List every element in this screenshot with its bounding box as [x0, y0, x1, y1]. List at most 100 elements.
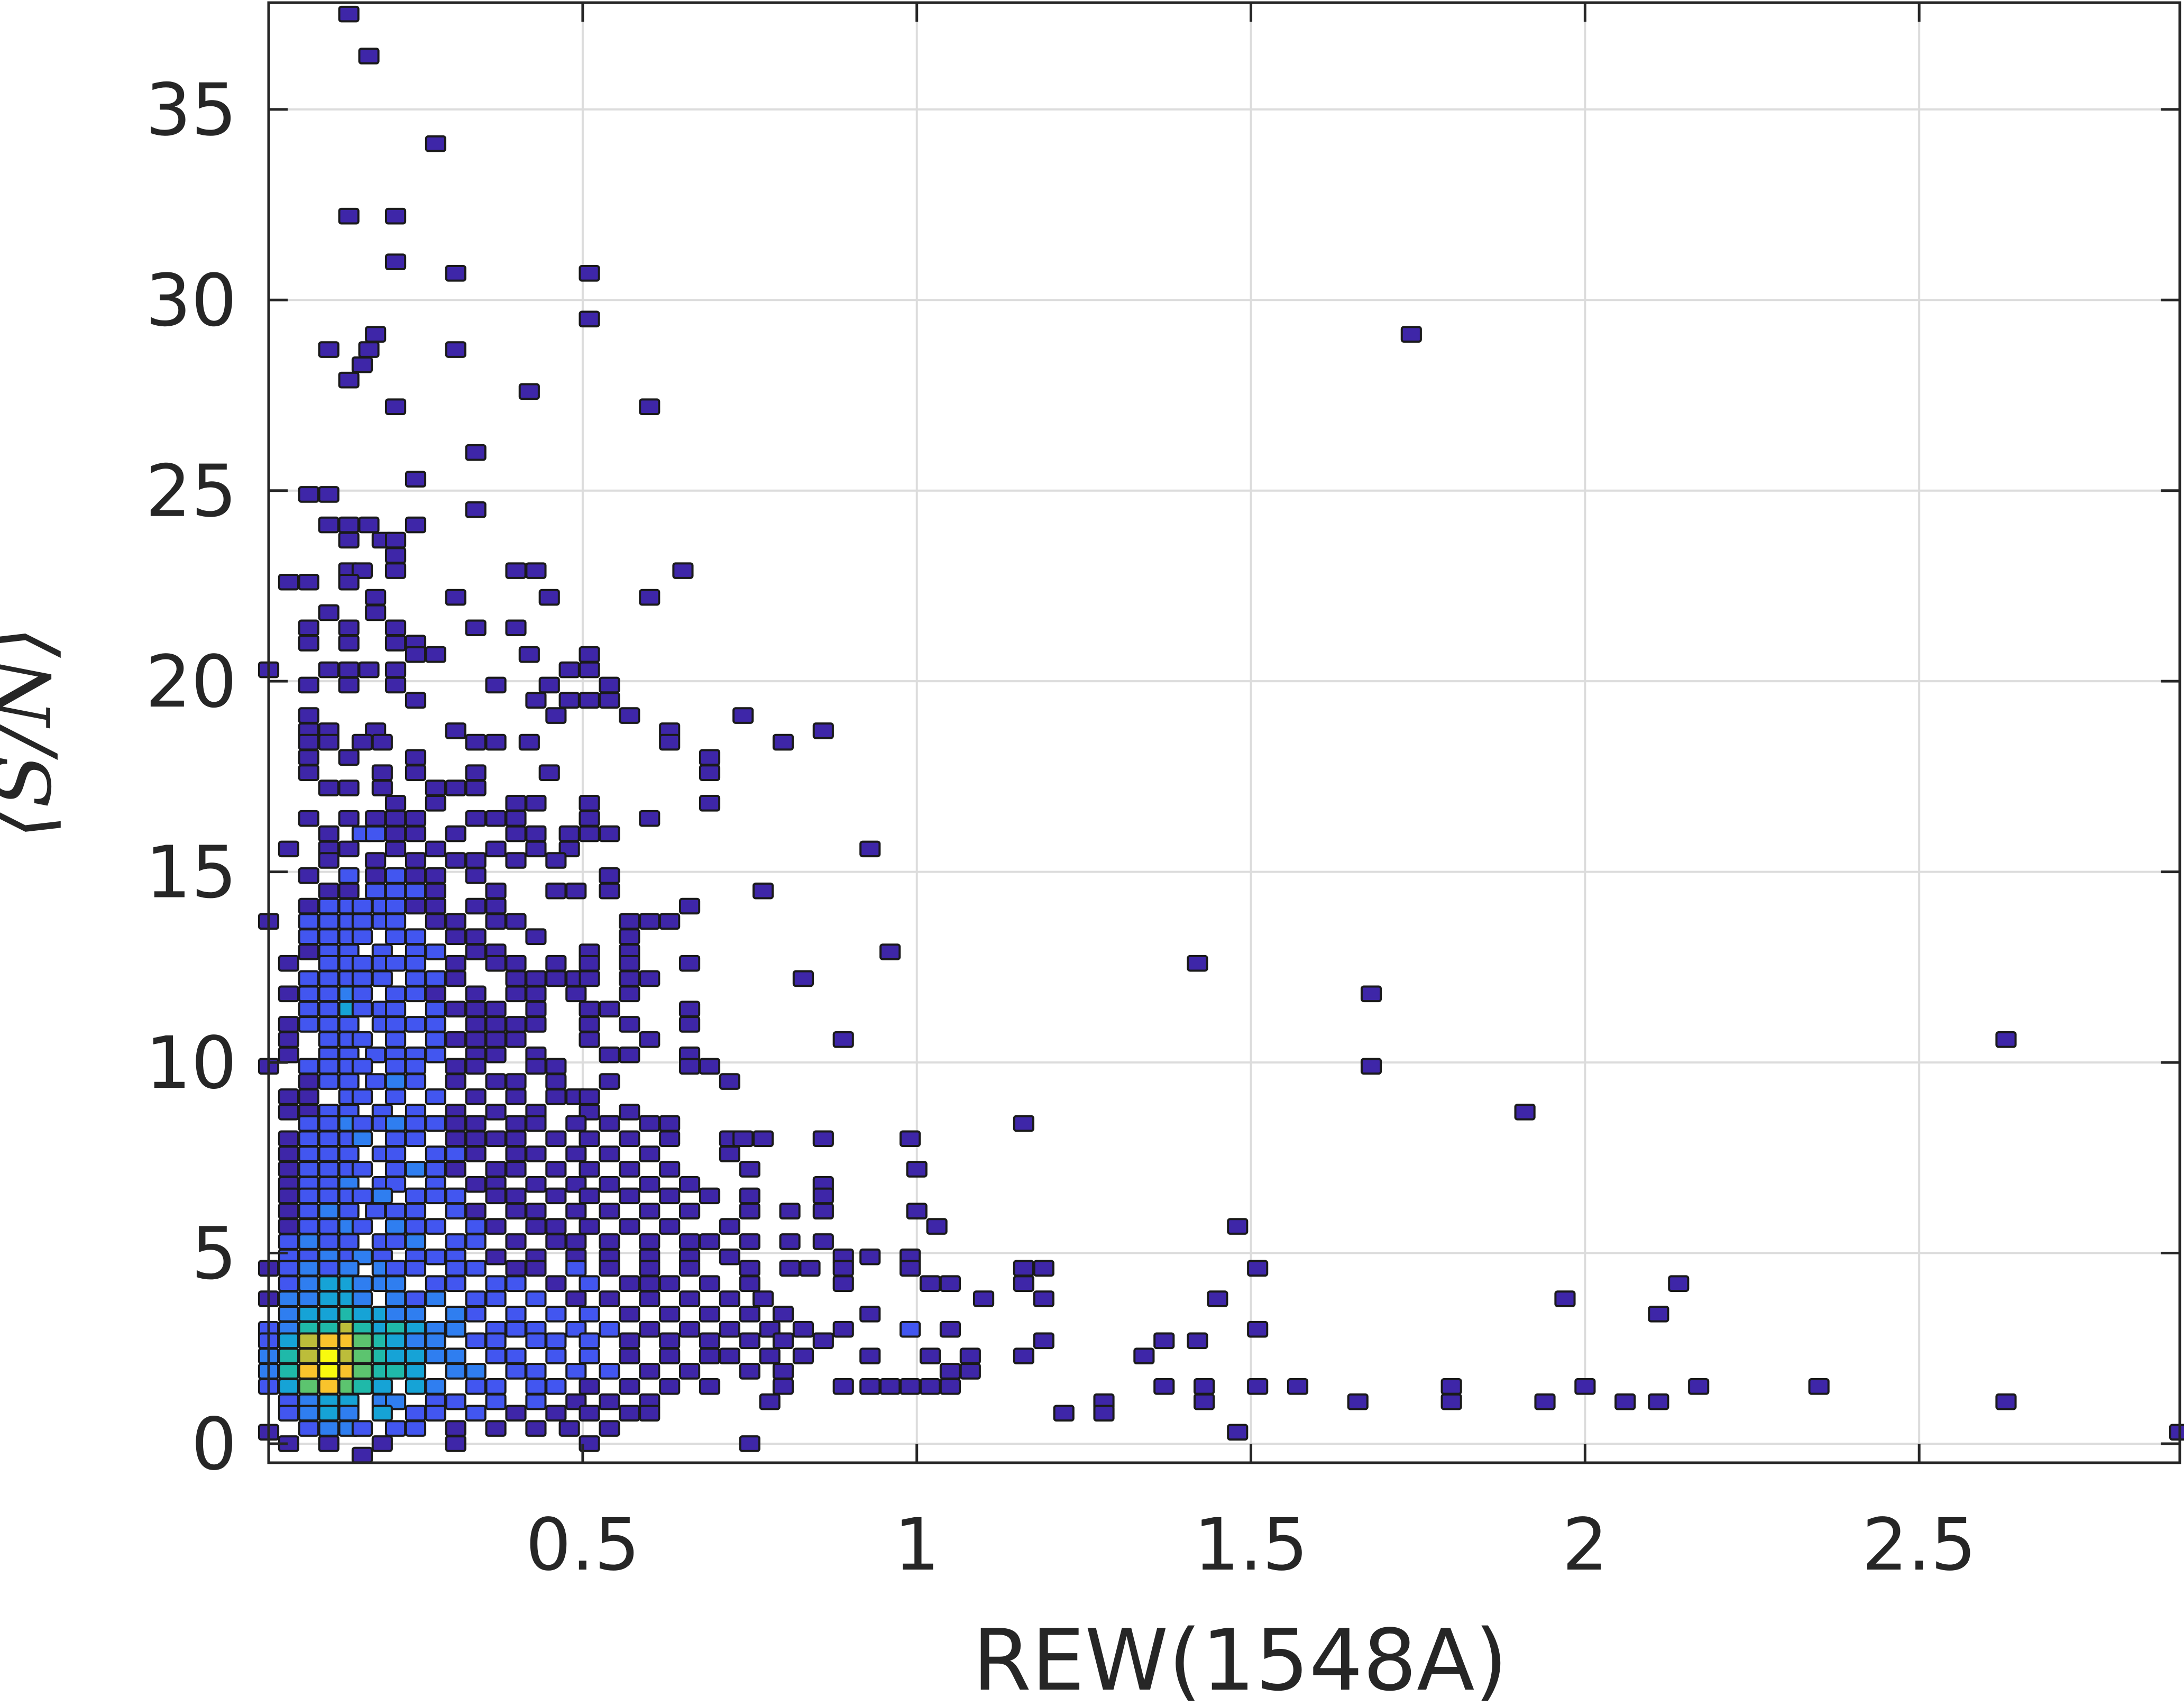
x-tick-label: 2.5 — [1862, 1503, 1976, 1587]
heatmap-bin — [351, 1420, 373, 1437]
heatmap-bin — [278, 1145, 299, 1162]
heatmap-bin — [405, 1363, 427, 1380]
heatmap-bin — [351, 356, 373, 373]
heatmap-bin — [465, 1176, 487, 1193]
heatmap-bin — [405, 1115, 427, 1132]
heatmap-bin — [659, 1347, 681, 1364]
heatmap-bin — [545, 882, 567, 900]
heatmap-bin — [525, 1058, 547, 1075]
heatmap-bin — [385, 985, 407, 1003]
heatmap-bin — [298, 1332, 319, 1350]
heatmap-bin — [719, 1347, 740, 1364]
heatmap-bin — [659, 1130, 681, 1148]
heatmap-bin — [599, 825, 620, 842]
heatmap-bin — [338, 1073, 360, 1090]
heatmap-bin — [619, 970, 640, 987]
heatmap-bin — [365, 852, 387, 869]
heatmap-bin — [1648, 1306, 1669, 1323]
heatmap-bin — [298, 1203, 319, 1220]
heatmap-bin — [545, 1218, 567, 1235]
heatmap-bin — [445, 1320, 466, 1338]
heatmap-bin — [298, 707, 319, 724]
heatmap-bin — [1247, 1320, 1269, 1338]
heatmap-bin — [371, 1435, 393, 1452]
heatmap-bin — [351, 1218, 373, 1235]
heatmap-bin — [351, 1161, 373, 1178]
heatmap-bin — [699, 749, 721, 766]
heatmap-bin — [485, 897, 507, 915]
heatmap-bin — [679, 1203, 701, 1220]
heatmap-bin — [672, 562, 694, 579]
heatmap-bin — [525, 1332, 547, 1350]
heatmap-bin — [639, 1115, 660, 1132]
heatmap-bin — [719, 1218, 740, 1235]
heatmap-bin — [445, 1420, 466, 1437]
heatmap-bin — [445, 1161, 466, 1178]
heatmap-bin — [739, 1275, 760, 1292]
heatmap-bin — [939, 1320, 961, 1338]
heatmap-bin — [525, 1145, 547, 1162]
heatmap-bin — [385, 1347, 407, 1364]
x-axis-label: REW(1548A) — [972, 1611, 1508, 1706]
heatmap-bin — [485, 676, 507, 694]
heatmap-bin — [599, 1363, 620, 1380]
heatmap-bin — [545, 1275, 567, 1292]
heatmap-bin — [425, 1187, 446, 1205]
heatmap-bin — [505, 1161, 527, 1178]
heatmap-bin — [278, 1290, 299, 1307]
heatmap-bin — [318, 1378, 339, 1395]
heatmap-bin — [699, 1058, 721, 1075]
heatmap-bin — [1440, 1378, 1462, 1395]
heatmap-bin — [365, 825, 387, 842]
heatmap-bin — [405, 1130, 427, 1148]
heatmap-bin — [365, 1203, 387, 1220]
heatmap-bin — [545, 1058, 567, 1075]
heatmap-bin — [278, 955, 299, 972]
heatmap-bin — [298, 764, 319, 781]
heatmap-bin — [405, 1058, 427, 1075]
x-tick-label: 1 — [894, 1503, 940, 1587]
heatmap-bin — [318, 1203, 339, 1220]
heatmap-bin — [318, 897, 339, 915]
heatmap-bin — [385, 825, 407, 842]
heatmap-bin — [579, 955, 600, 972]
heatmap-bin — [445, 1115, 466, 1132]
heatmap-bin — [579, 1088, 600, 1105]
heatmap-bin — [505, 1363, 527, 1380]
heatmap-bin — [385, 1031, 407, 1048]
heatmap-bin — [298, 1275, 319, 1292]
heatmap-bin — [639, 1363, 660, 1380]
heatmap-bin — [545, 1088, 567, 1105]
heatmap-bin — [525, 692, 547, 709]
heatmap-bin — [1554, 1290, 1576, 1307]
heatmap-bin — [385, 897, 407, 915]
heatmap-bin — [445, 1073, 466, 1090]
heatmap-bin — [599, 1145, 620, 1162]
heatmap-bin — [579, 1016, 600, 1033]
heatmap-bin — [525, 1420, 547, 1437]
heatmap-bin — [351, 970, 373, 987]
heatmap-bin — [679, 1320, 701, 1338]
heatmap-bin — [385, 1145, 407, 1162]
heatmap-bin — [485, 1103, 507, 1121]
heatmap-bin — [639, 970, 660, 987]
heatmap-bin — [1153, 1378, 1175, 1395]
heatmap-bin — [485, 1046, 507, 1063]
heatmap-bin — [779, 1203, 801, 1220]
heatmap-bin — [298, 1420, 319, 1437]
heatmap-bin — [1013, 1275, 1034, 1292]
heatmap-bin — [445, 970, 466, 987]
heatmap-bin — [792, 1320, 814, 1338]
heatmap-bin — [278, 840, 299, 858]
heatmap-bin — [318, 1260, 339, 1277]
heatmap-bin — [739, 1435, 760, 1452]
heatmap-bin — [425, 913, 446, 930]
x-tick-label: 1.5 — [1194, 1503, 1308, 1587]
heatmap-bin — [318, 1218, 339, 1235]
heatmap-bin — [719, 1073, 740, 1090]
heatmap-bin — [739, 1161, 760, 1178]
heatmap-bin — [445, 1260, 466, 1277]
heatmap-bin — [351, 913, 373, 930]
heatmap-bin — [318, 733, 339, 751]
heatmap-bin — [298, 619, 319, 637]
